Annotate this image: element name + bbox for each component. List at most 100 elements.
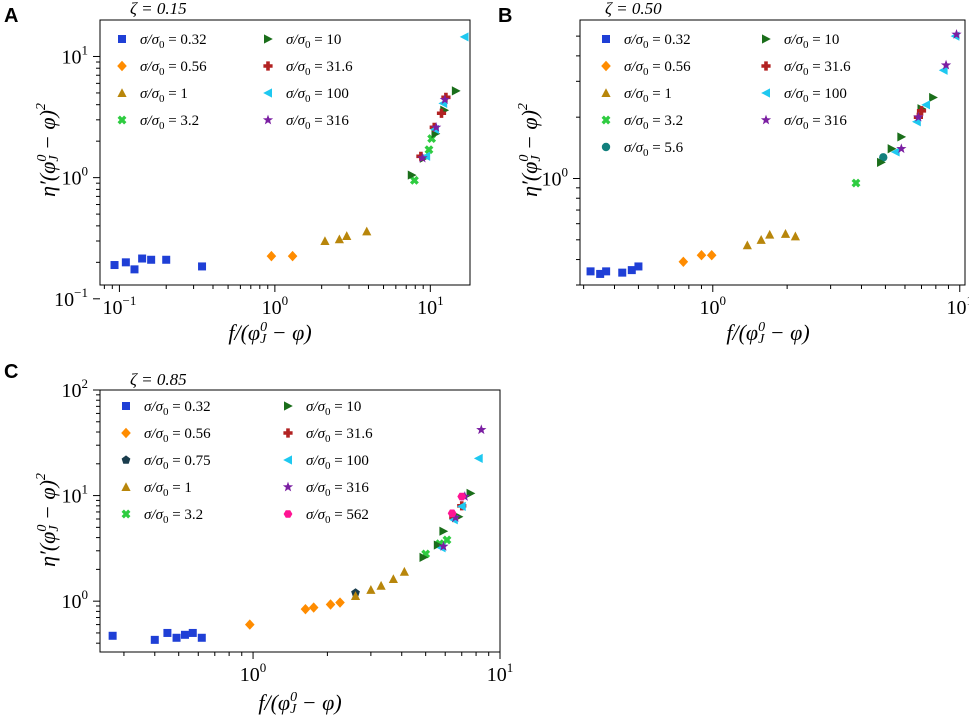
data-point xyxy=(419,552,429,562)
legend-marker xyxy=(263,88,272,98)
legend-marker xyxy=(283,455,292,465)
legend-entry: σ/σ0 = 1 xyxy=(144,480,192,499)
data-point xyxy=(476,424,487,435)
data-point xyxy=(678,256,689,267)
data-point xyxy=(350,591,361,600)
zeta-label-b: ζ = 0.50 xyxy=(605,0,662,18)
ticks-b: 100 101 100 xyxy=(542,35,969,319)
panel-letter-b: B xyxy=(498,5,512,27)
data-point xyxy=(417,152,428,163)
x-tick-label: 10−1 xyxy=(102,293,136,319)
legend-marker xyxy=(601,88,611,97)
data-point xyxy=(916,106,927,116)
data-point xyxy=(138,254,147,263)
legend-entry: σ/σ0 = 31.6 xyxy=(784,59,851,78)
legend-entry: σ/σ0 = 3.2 xyxy=(624,113,683,132)
data-point xyxy=(121,258,130,267)
legend-marker xyxy=(602,35,610,43)
legend-entry: σ/σ0 = 0.32 xyxy=(140,32,207,51)
data-point xyxy=(198,262,207,271)
data-point xyxy=(929,92,938,103)
data-point xyxy=(913,111,924,122)
data-point xyxy=(197,633,206,642)
data-point xyxy=(602,267,611,276)
data-point xyxy=(150,635,159,644)
ticks-c: 100 101 100 101 102 xyxy=(62,376,514,686)
data-point xyxy=(439,526,449,536)
y-tick-label: 102 xyxy=(62,376,89,402)
data-point xyxy=(851,178,861,188)
plot-frame-a xyxy=(99,19,471,286)
legend-marker xyxy=(601,115,611,125)
zeta-label-c: ζ = 0.85 xyxy=(130,370,187,389)
data-point xyxy=(342,231,352,240)
data-point xyxy=(266,250,277,262)
data-point xyxy=(756,235,766,244)
legend-marker xyxy=(264,34,273,44)
data-point xyxy=(376,580,386,590)
legend-entry: σ/σ0 = 0.56 xyxy=(624,59,691,78)
legend-marker xyxy=(761,61,771,71)
x-tick-label: 101 xyxy=(487,660,514,686)
legend-entry: σ/σ0 = 316 xyxy=(306,480,369,499)
legend-marker xyxy=(282,481,294,492)
legend-c: σ/σ0 = 0.32 σ/σ0 = 0.56 σ/σ0 = 0.75 σ/σ0 = … xyxy=(121,399,373,526)
data-point xyxy=(172,633,181,642)
legend-entry: σ/σ0 = 31.6 xyxy=(286,59,353,78)
data-point xyxy=(431,121,442,132)
axis-labels-c: f/(φ0 J − φ) η′(φ0J − φ)2 xyxy=(34,473,342,717)
legend-entry: σ/σ0 = 5.6 xyxy=(624,140,684,159)
data-point xyxy=(696,250,707,261)
data-point xyxy=(456,501,466,511)
data-point xyxy=(300,603,311,615)
legend-b: σ/σ0 = 0.32 σ/σ0 = 0.56 σ/σ0 = 1 σ/σ0 = 3.2… xyxy=(601,32,851,159)
panel-letter-c: C xyxy=(4,361,18,383)
legend-marker xyxy=(122,402,130,410)
axis-labels-b: f/(φ0 J − φ) η′(φ0J − φ)2 xyxy=(516,103,810,347)
legend-marker xyxy=(283,510,293,518)
plot-frame-b xyxy=(579,19,966,286)
legend-entry: σ/σ0 = 10 xyxy=(286,32,341,51)
data-point xyxy=(765,229,775,239)
data-point xyxy=(742,240,752,250)
data-point xyxy=(147,255,156,264)
legend-marker xyxy=(121,427,131,439)
panel-a: A ζ = 0.15 10−1 100 101 10−1 100 101 σ/σ0 = 0… xyxy=(4,0,471,347)
legend-entry: σ/σ0 = 0.32 xyxy=(144,399,211,418)
marks-c xyxy=(108,424,487,644)
data-point xyxy=(896,143,907,154)
legend-entry: σ/σ0 = 0.56 xyxy=(144,426,211,445)
data-point xyxy=(634,262,643,271)
y-axis-label: η′(φ0J − φ)2 xyxy=(516,103,544,197)
data-point xyxy=(308,602,319,613)
data-point xyxy=(442,535,452,545)
data-point xyxy=(334,234,344,244)
legend-marker xyxy=(761,88,770,98)
plot-frame-c xyxy=(99,389,501,653)
data-point xyxy=(108,631,117,640)
data-point xyxy=(459,32,469,42)
legend-marker xyxy=(117,88,127,97)
data-point xyxy=(439,94,450,105)
x-axis-label: f/(φ0 J − φ) xyxy=(258,690,341,717)
data-point xyxy=(450,512,461,522)
ticks-a: 10−1 100 101 10−1 100 101 xyxy=(54,42,443,319)
marks-a xyxy=(110,32,469,274)
legend-entry: σ/σ0 = 0.32 xyxy=(624,32,691,51)
data-point xyxy=(436,108,447,118)
data-point xyxy=(388,574,398,584)
data-point xyxy=(473,453,483,463)
data-point xyxy=(627,266,636,275)
panel-letter-a: A xyxy=(4,5,18,27)
legend-marker xyxy=(121,509,131,519)
legend-entry: σ/σ0 = 10 xyxy=(784,32,839,51)
data-point xyxy=(438,541,449,551)
data-point xyxy=(399,566,409,576)
x-axis-label: f/(φ0 J − φ) xyxy=(726,320,809,347)
y-tick-label: 100 xyxy=(62,587,89,613)
legend-marker xyxy=(263,61,273,71)
data-point xyxy=(416,151,426,161)
data-point xyxy=(951,28,962,39)
